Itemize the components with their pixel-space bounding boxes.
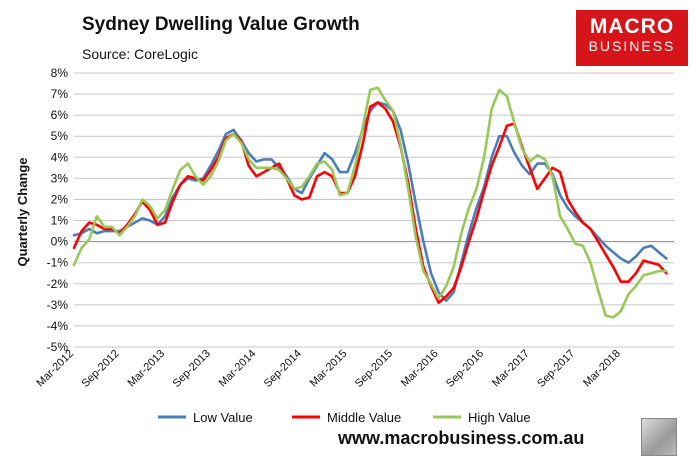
y-tick-label: 7%: [51, 87, 69, 101]
legend-label-high: High Value: [468, 410, 531, 425]
legend-label-middle: Middle Value: [327, 410, 401, 425]
x-axis-ticks: Mar-2012 Sep-2012 Mar-2013 Sep-2013 Mar-2014…: [34, 348, 623, 390]
x-tick-label: Sep-2016: [444, 348, 486, 390]
chart-source: Source: CoreLogic: [82, 46, 198, 62]
series-line-middle: [72, 101, 668, 304]
y-tick-label: 8%: [51, 66, 69, 80]
x-tick-label: Mar-2015: [308, 348, 350, 390]
y-axis-ticks: -5% -4% -3% -2% -1% 0% 1% 2% 3% 4% 5% 6% 7% 8%: [47, 66, 69, 354]
website-url: www.macrobusiness.com.au: [338, 428, 585, 448]
x-tick-label: Mar-2018: [581, 348, 623, 390]
y-tick-label: 4%: [51, 150, 69, 164]
series-line-low: [72, 101, 668, 302]
y-tick-label: -2%: [47, 277, 69, 291]
y-tick-label: 0%: [51, 235, 69, 249]
x-tick-label: Sep-2014: [262, 348, 304, 390]
x-tick-label: Mar-2017: [490, 348, 532, 390]
x-tick-label: Mar-2016: [399, 348, 441, 390]
legend: Low Value Middle Value High Value: [158, 410, 531, 425]
x-tick-label: Sep-2012: [79, 348, 121, 390]
grid-lines: [74, 72, 674, 348]
x-tick-label: Sep-2017: [535, 348, 577, 390]
y-tick-label: 6%: [51, 108, 69, 122]
logo-line-1: MACRO: [589, 15, 675, 38]
y-tick-label: 2%: [51, 192, 69, 206]
y-tick-label: -5%: [47, 340, 69, 354]
series-lines: [72, 86, 668, 319]
x-tick-label: Mar-2013: [125, 348, 167, 390]
chart-title: Sydney Dwelling Value Growth: [82, 14, 360, 35]
logo-line-2: BUSINESS: [588, 38, 676, 54]
y-tick-label: 1%: [51, 214, 69, 228]
macrobusiness-logo: MACRO BUSINESS: [576, 10, 688, 66]
wolf-logo-icon: [641, 418, 677, 456]
legend-label-low: Low Value: [193, 410, 253, 425]
y-tick-label: -1%: [47, 256, 69, 270]
x-tick-label: Sep-2015: [353, 348, 395, 390]
series-line-high: [72, 86, 668, 319]
x-tick-label: Sep-2013: [171, 348, 213, 390]
y-tick-label: -4%: [47, 319, 69, 333]
y-tick-label: -3%: [47, 298, 69, 312]
x-tick-label: Mar-2014: [217, 348, 259, 390]
y-tick-label: 3%: [51, 171, 69, 185]
y-axis-label: Quarterly Change: [15, 157, 30, 266]
y-tick-label: 5%: [51, 129, 69, 143]
